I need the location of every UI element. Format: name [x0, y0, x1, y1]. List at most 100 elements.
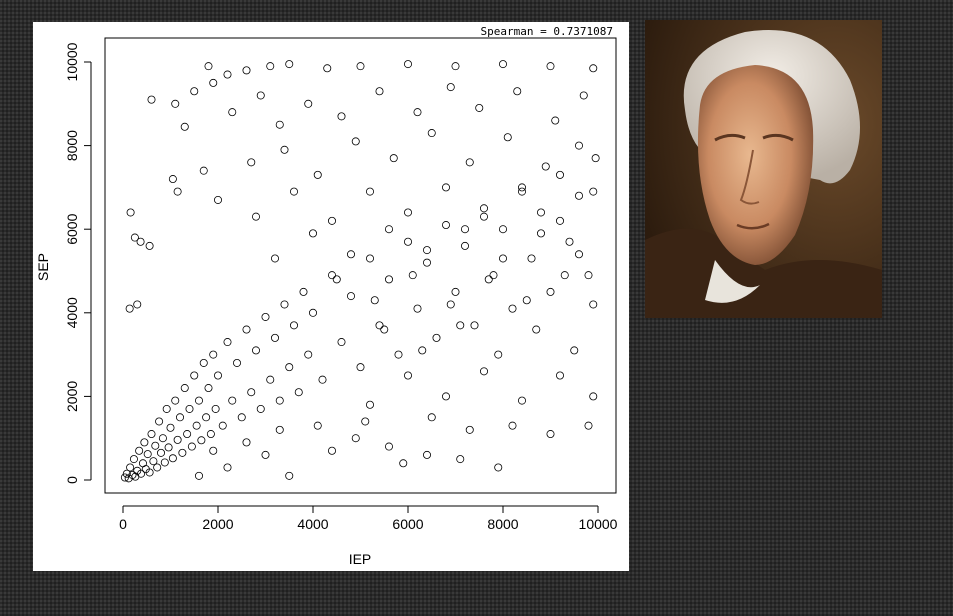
scatter-point: [509, 305, 516, 312]
scatter-point: [590, 65, 597, 72]
scatter-point: [552, 117, 559, 124]
scatter-point: [191, 372, 198, 379]
scatter-point: [174, 436, 181, 443]
y-tick-label: 0: [64, 476, 80, 484]
scatter-point: [556, 171, 563, 178]
scatter-point: [542, 163, 549, 170]
y-tick-label: 4000: [64, 297, 80, 328]
scatter-point: [347, 251, 354, 258]
scatter-point: [181, 384, 188, 391]
scatter-point: [176, 414, 183, 421]
scatter-point: [207, 430, 214, 437]
scatter-point: [528, 255, 535, 262]
scatter-point: [159, 435, 166, 442]
scatter-point: [495, 464, 502, 471]
scatter-point: [428, 414, 435, 421]
scatter-point: [281, 146, 288, 153]
scatter-point: [592, 155, 599, 162]
y-axis-label: SEP: [35, 253, 51, 281]
scatter-point: [214, 196, 221, 203]
scatter-point: [442, 221, 449, 228]
scatter-point: [210, 447, 217, 454]
scatter-point: [233, 359, 240, 366]
scatter-point: [130, 456, 137, 463]
scatter-point: [314, 422, 321, 429]
scatter-point: [366, 188, 373, 195]
scatter-point: [172, 397, 179, 404]
scatter-point: [537, 230, 544, 237]
scatter-point: [262, 451, 269, 458]
scatter-point: [179, 449, 186, 456]
scatter-point: [461, 242, 468, 249]
scatter-point: [248, 159, 255, 166]
scatter-point: [480, 213, 487, 220]
scatter-point: [127, 209, 134, 216]
scatter-point: [169, 455, 176, 462]
scatter-point: [490, 272, 497, 279]
scatter-point: [357, 364, 364, 371]
scatter-point: [224, 338, 231, 345]
scatter-point: [404, 209, 411, 216]
scatter-point: [286, 364, 293, 371]
scatter-point: [243, 326, 250, 333]
scatter-point: [295, 389, 302, 396]
portrait-illustration: [645, 20, 882, 318]
scatter-point: [286, 60, 293, 67]
scatter-point: [271, 334, 278, 341]
scatter-point: [404, 372, 411, 379]
scatter-point: [309, 309, 316, 316]
scatter-point: [200, 167, 207, 174]
scatter-point: [480, 368, 487, 375]
scatter-point: [229, 397, 236, 404]
scatter-point: [333, 276, 340, 283]
scatter-point: [499, 60, 506, 67]
scatter-point: [575, 251, 582, 258]
scatter-point: [214, 372, 221, 379]
scatter-point: [590, 393, 597, 400]
scatter-point: [210, 351, 217, 358]
scatter-point: [357, 63, 364, 70]
scatter-point: [347, 292, 354, 299]
scatter-point: [423, 247, 430, 254]
scatter-point: [485, 276, 492, 283]
scatter-point: [188, 443, 195, 450]
scatter-point: [537, 209, 544, 216]
scatter-point: [580, 92, 587, 99]
scatter-point: [276, 121, 283, 128]
scatter-point: [376, 88, 383, 95]
scatter-point: [381, 326, 388, 333]
scatter-point: [172, 100, 179, 107]
scatter-point: [480, 205, 487, 212]
scatter-point: [385, 443, 392, 450]
scatter-point: [414, 305, 421, 312]
scatter-point: [338, 338, 345, 345]
scatter-point: [414, 109, 421, 116]
scatter-point: [575, 142, 582, 149]
scatter-point: [165, 444, 172, 451]
scatter-point: [267, 63, 274, 70]
scatter-point: [452, 63, 459, 70]
scatter-point: [257, 405, 264, 412]
scatter-point: [276, 426, 283, 433]
scatter-point: [290, 188, 297, 195]
scatter-point: [471, 322, 478, 329]
scatter-point: [154, 464, 161, 471]
scatter-point: [184, 430, 191, 437]
x-tick-label: 0: [119, 516, 127, 532]
scatter-point: [390, 155, 397, 162]
scatter-point: [276, 397, 283, 404]
y-axis: 0 2000 4000 6000 8000 10000: [64, 42, 91, 484]
points-layer: [121, 60, 599, 481]
scatter-point: [404, 238, 411, 245]
scatter-point: [305, 100, 312, 107]
scatter-point: [314, 171, 321, 178]
scatter-point: [452, 288, 459, 295]
scatter-point: [198, 437, 205, 444]
scatter-point: [229, 109, 236, 116]
x-tick-label: 10000: [579, 516, 618, 532]
scatter-point: [466, 159, 473, 166]
scatter-point: [200, 359, 207, 366]
scatter-point: [376, 322, 383, 329]
scatter-point: [561, 272, 568, 279]
scatter-point: [191, 88, 198, 95]
